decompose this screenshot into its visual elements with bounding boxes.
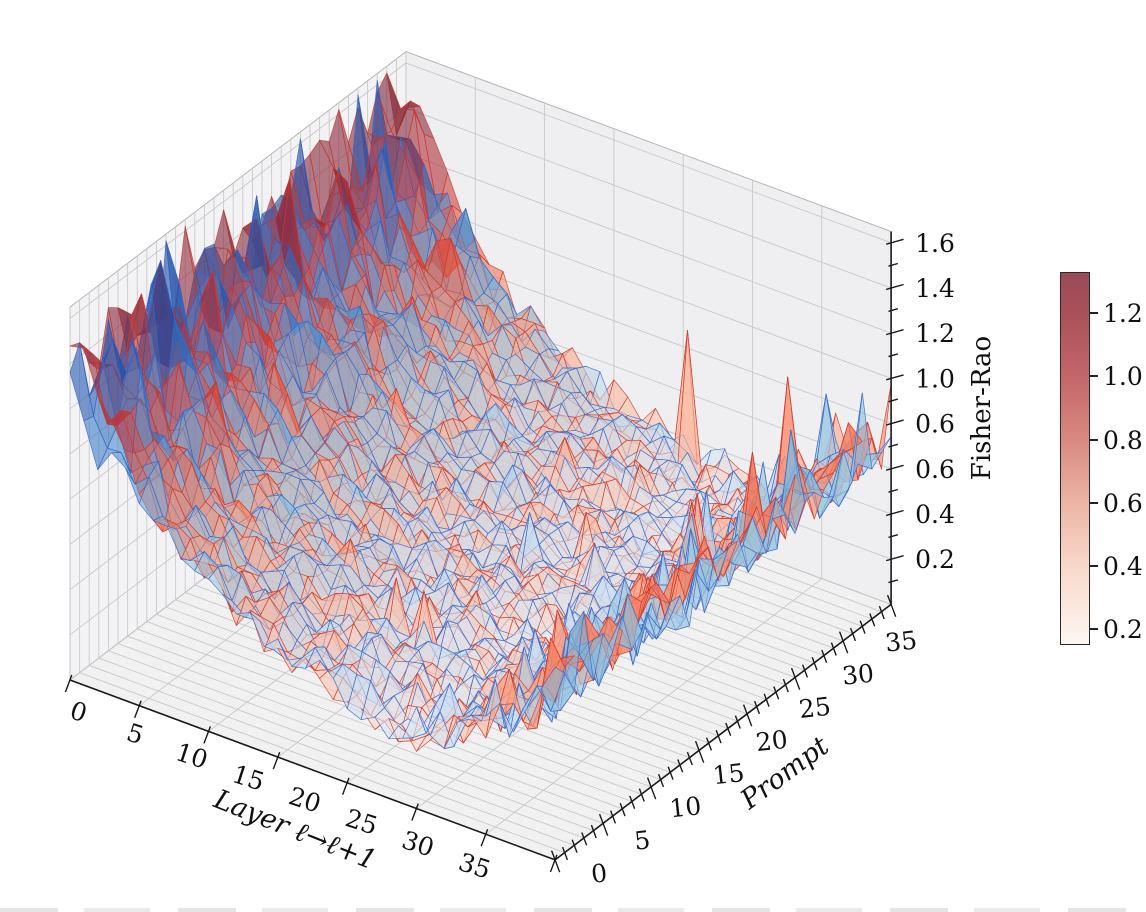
tick-label: 30: [398, 825, 437, 862]
tick-label: 1.6: [915, 229, 955, 258]
tick-label: 5: [123, 718, 147, 750]
z-axis-label: Fisher-Rao: [967, 336, 997, 480]
tick-label: 1.2: [915, 319, 955, 348]
colorbar-tick-mark: [1090, 375, 1098, 378]
tick-label: 0.4: [915, 500, 955, 529]
cropped-edge-artifact: [0, 908, 1146, 912]
surface-meshes: [69, 72, 892, 752]
tick-label: 0.6: [915, 410, 955, 439]
colorbar-tick-mark: [1090, 312, 1098, 315]
tick-label: 0.6: [915, 455, 955, 484]
tick-label: 10: [172, 737, 211, 774]
tick-label: 0.2: [915, 545, 955, 574]
tick-label: 35: [455, 847, 494, 884]
colorbar-tick-label: 1.2: [1103, 299, 1143, 329]
colorbar-tick-mark: [1090, 438, 1098, 441]
colorbar-tick-label: 0.4: [1103, 551, 1143, 581]
colorbar-tick-label: 0.2: [1103, 615, 1143, 645]
axis-spines-and-ticks: [64, 231, 904, 873]
tick-label: 30: [841, 659, 876, 691]
tick-label: 25: [797, 692, 832, 724]
tick-label: 10: [668, 791, 703, 823]
tick-label: 0: [67, 696, 91, 728]
tick-label: 20: [754, 725, 789, 757]
tick-label: 15: [711, 758, 746, 790]
colorbar-tick-label: 1.0: [1103, 362, 1143, 392]
colorbar-tick-mark: [1090, 628, 1098, 631]
colorbar: [1060, 272, 1090, 645]
colorbar-tick-mark: [1090, 501, 1098, 504]
colorbar-tick-label: 0.6: [1103, 488, 1143, 518]
tick-label: 0: [590, 858, 609, 889]
colorbar-tick-label: 0.8: [1103, 425, 1143, 455]
tick-label: 35: [884, 625, 919, 657]
tick-label: 1.0: [915, 364, 955, 393]
tick-label: 5: [633, 825, 652, 856]
tick-label: 1.4: [915, 274, 955, 303]
colorbar-tick-mark: [1090, 564, 1098, 567]
